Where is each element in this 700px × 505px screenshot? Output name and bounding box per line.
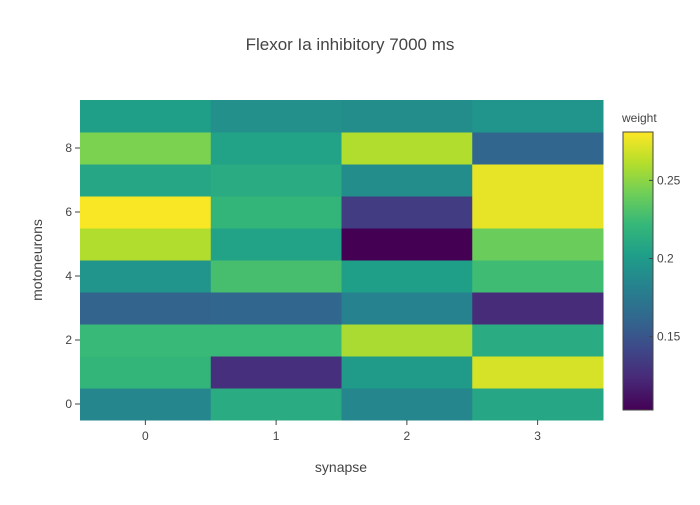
heatmap-cell xyxy=(472,388,604,421)
chart-title: Flexor Ia inhibitory 7000 ms xyxy=(246,35,455,54)
heatmap-cell xyxy=(341,292,473,325)
heatmap-cell xyxy=(341,260,473,293)
heatmap-cell xyxy=(472,260,604,293)
colorbar-tick-label: 0.2 xyxy=(657,252,674,266)
x-tick-label: 0 xyxy=(142,429,149,443)
heatmap-cell xyxy=(341,228,473,261)
heatmap-cell xyxy=(80,164,212,197)
heatmap-cell xyxy=(341,196,473,229)
heatmap-cell xyxy=(210,292,342,325)
heatmap-cell xyxy=(210,324,342,357)
y-tick-label: 4 xyxy=(65,269,72,283)
heatmap-cell xyxy=(210,228,342,261)
heatmap-cell xyxy=(210,100,342,133)
heatmap-cell xyxy=(341,356,473,389)
x-tick-label: 2 xyxy=(404,429,411,443)
heatmap-cell xyxy=(210,196,342,229)
colorbar-tick-label: 0.15 xyxy=(657,330,681,344)
heatmap-cell xyxy=(472,132,604,165)
heatmap-cell xyxy=(472,228,604,261)
x-tick-label: 1 xyxy=(273,429,280,443)
y-tick-label: 8 xyxy=(65,141,72,155)
x-axis: 0 1 2 3 xyxy=(142,420,541,443)
heatmap-cell xyxy=(472,356,604,389)
heatmap-cell xyxy=(80,292,212,325)
heatmap-cell xyxy=(210,260,342,293)
y-tick-label: 2 xyxy=(65,333,72,347)
heatmap-cell xyxy=(341,132,473,165)
y-axis-label: motoneurons xyxy=(29,219,45,301)
y-tick-label: 0 xyxy=(65,397,72,411)
heatmap-cells xyxy=(80,100,604,421)
y-axis: 0 2 4 6 8 xyxy=(65,141,80,411)
colorbar-tick-label: 0.25 xyxy=(657,173,681,187)
heatmap-cell xyxy=(80,324,212,357)
heatmap-cell xyxy=(210,356,342,389)
heatmap-cell xyxy=(341,324,473,357)
x-tick-label: 3 xyxy=(534,429,541,443)
heatmap-cell xyxy=(472,292,604,325)
y-tick-label: 6 xyxy=(65,205,72,219)
heatmap-cell xyxy=(210,388,342,421)
colorbar-title: weight xyxy=(621,111,657,125)
colorbar-ticks: 0.15 0.2 0.25 xyxy=(649,173,681,344)
heatmap-cell xyxy=(80,356,212,389)
x-axis-label: synapse xyxy=(315,459,367,475)
colorbar xyxy=(622,131,654,411)
heatmap-cell xyxy=(80,196,212,229)
heatmap-cell xyxy=(472,196,604,229)
heatmap-cell xyxy=(341,100,473,133)
heatmap-cell xyxy=(472,164,604,197)
heatmap-cell xyxy=(341,164,473,197)
heatmap-cell xyxy=(210,164,342,197)
heatmap-cell xyxy=(80,100,212,133)
heatmap-cell xyxy=(80,388,212,421)
heatmap-cell xyxy=(472,100,604,133)
heatmap-cell xyxy=(472,324,604,357)
heatmap-cell xyxy=(210,132,342,165)
heatmap-cell xyxy=(80,228,212,261)
heatmap-cell xyxy=(80,132,212,165)
heatmap-cell xyxy=(80,260,212,293)
heatmap-cell xyxy=(341,388,473,421)
